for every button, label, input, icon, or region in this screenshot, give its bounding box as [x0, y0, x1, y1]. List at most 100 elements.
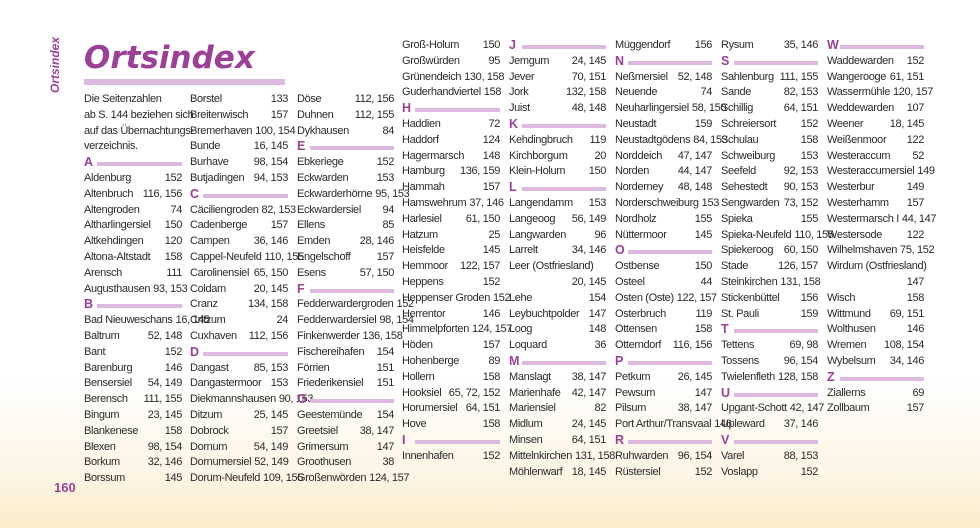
index-entry: Schweiburg 153 — [721, 149, 818, 165]
place-name: Zollbaum — [827, 402, 870, 415]
index-entry: Wassermühle 120, 157 — [827, 85, 933, 101]
index-entry: Nüttermoor 145 — [615, 228, 712, 244]
index-entry: Ellens 85 — [297, 218, 394, 234]
letter-heading: J — [509, 38, 606, 54]
place-name: Norden — [615, 165, 649, 178]
place-name: Rüstersiel — [615, 465, 661, 478]
index-entry: Eckwarden 153 — [297, 171, 394, 187]
index-entry: Westerbur 149 — [827, 180, 924, 196]
index-column-2: Borstel 133 Breitenwisch 157 Bremerhaven 100,… — [190, 92, 313, 487]
place-name: Voslapp — [721, 465, 758, 478]
place-name: Grimersum — [297, 440, 349, 453]
index-entry: Ruhwarden 96, 154 — [615, 449, 712, 465]
page-references: 124, 157 — [369, 472, 410, 485]
page-references: 16, 145 — [253, 140, 289, 153]
place-name: Dangastermoor — [190, 377, 262, 390]
intro-text: Die Seitenzahlen ab S. 144 beziehen sich… — [84, 92, 194, 155]
index-entry: Stickenbüttel 156 — [721, 291, 818, 307]
place-name: Esens — [297, 266, 326, 279]
intro-line: auf das Übernachtungs- — [84, 124, 194, 137]
page-references: 154 — [376, 345, 395, 358]
page-references: 158 — [482, 418, 501, 431]
page-references: 154 — [588, 291, 607, 304]
place-name: Wilhelmshaven — [827, 244, 898, 257]
page-references: 25 — [488, 228, 500, 241]
page-references: 120, 157 — [892, 86, 934, 99]
index-entry: Finkenwerder 136, 158 — [297, 329, 403, 345]
page-references: 120 — [164, 235, 183, 248]
index-entry: Altengroden 74 — [84, 203, 182, 219]
place-name: Fischereihafen — [297, 345, 365, 358]
page-references: 42, 147 — [571, 386, 607, 399]
place-name: Seefeld — [721, 165, 756, 178]
page-references: 54, 149 — [253, 440, 289, 453]
place-name: Borstel — [190, 93, 222, 105]
place-name: Klein-Holum — [509, 165, 566, 178]
index-entry: Larrelt 34, 146 — [509, 243, 606, 259]
place-name: Mariensiel — [509, 402, 556, 415]
page-references: 85 — [382, 219, 394, 232]
place-name: Sehestedt — [721, 181, 768, 194]
place-name: Großenwörden — [297, 472, 367, 485]
place-name: Blankenese — [84, 424, 138, 437]
place-name: Augusthausen — [84, 282, 151, 295]
letter-heading: U — [721, 386, 818, 402]
page-references: 69, 98 — [789, 339, 819, 352]
index-entry: Breitenwisch 157 — [190, 108, 288, 124]
place-name: Schillig — [721, 102, 754, 115]
page-references: 151 — [376, 361, 395, 374]
index-entry: Loog 148 — [509, 322, 606, 338]
page-references: 47, 147 — [677, 149, 713, 162]
index-entry: Westersode 122 — [827, 228, 924, 244]
place-name: Borssum — [84, 472, 125, 485]
index-entry: Pilsum 38, 147 — [615, 401, 712, 417]
page-references: 108, 154 — [883, 339, 924, 352]
index-entry: Petkum 26, 145 — [615, 370, 712, 386]
letter-heading: G — [297, 392, 394, 408]
index-entry: Lehe 154 — [509, 291, 606, 307]
place-name: Eckwarden — [297, 171, 349, 184]
index-entry: Bunde 16, 145 — [190, 139, 288, 155]
place-name: Grünendeich — [402, 70, 462, 83]
page-references: 157 — [906, 196, 925, 209]
place-name: Haddorf — [402, 133, 439, 146]
page-references: 152 — [800, 117, 819, 130]
place-name: Groothusen — [297, 456, 351, 469]
page-references: 128, 158 — [777, 370, 818, 383]
place-name: Westerhamm — [827, 196, 889, 209]
index-entry: Bremerhaven 100, 154 — [190, 124, 296, 140]
place-name: Neuharlingersiel — [615, 102, 689, 115]
index-entry: Steinkirchen 131, 158 — [721, 275, 821, 291]
index-entry: Twielenfleth 128, 158 — [721, 370, 818, 386]
index-entry: Spieka-Neufeld 110, 155 — [721, 228, 834, 244]
index-column-1: Die Seitenzahlen ab S. 144 beziehen sich… — [84, 92, 210, 487]
index-entry-pages: 147 — [906, 275, 925, 288]
place-name: Langendamm — [509, 196, 573, 209]
letter-heading: T — [721, 322, 818, 338]
place-name: Juist — [509, 102, 530, 115]
page-references: 48, 148 — [677, 181, 713, 194]
place-name: Neustadtgödens — [615, 133, 691, 146]
page-references: 153 — [701, 196, 720, 209]
index-entry: Bingum 23, 145 — [84, 408, 182, 424]
index-entry: Otterndorf 116, 156 — [615, 338, 712, 354]
place-name: Pilsum — [615, 402, 646, 415]
page-references: 65, 150 — [253, 266, 289, 279]
place-name: Osterbruch — [615, 307, 666, 320]
letter-heading: R — [615, 433, 712, 449]
page-references: 152 — [164, 171, 183, 184]
index-entry: Cappel-Neufeld 110, 155 — [190, 250, 304, 266]
place-name: Heppenser Groden — [402, 291, 490, 304]
place-name: Guderhandviertel — [402, 86, 481, 99]
index-entry: Mariensiel 82 — [509, 401, 606, 417]
page-references: 156 — [694, 39, 713, 51]
place-name: Dangast — [190, 361, 229, 374]
index-entry: Rysum 35, 146 — [721, 38, 818, 54]
page-references: 89 — [488, 354, 500, 367]
page-references: 152 — [492, 291, 511, 304]
place-name: Herrentor — [402, 307, 446, 320]
page-references: 119 — [589, 133, 607, 146]
place-name: Neustadt — [615, 117, 657, 130]
page-references: 74 — [700, 86, 712, 99]
place-name: Larrelt — [509, 244, 538, 257]
